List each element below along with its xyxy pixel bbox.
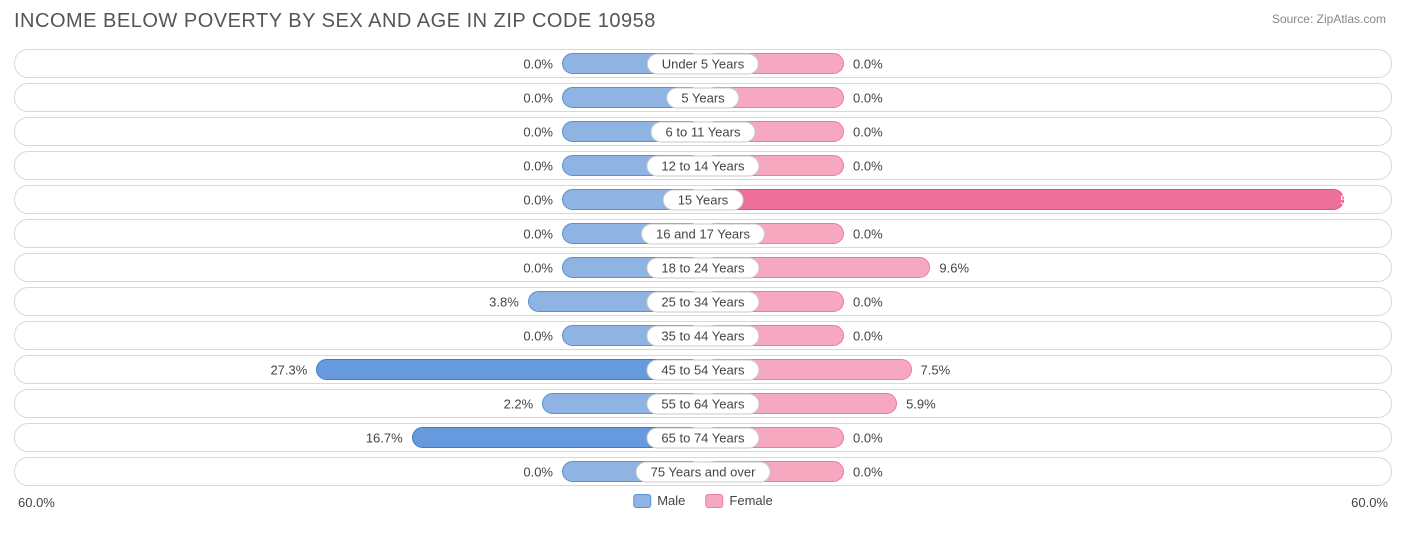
female-bar xyxy=(704,189,1344,210)
axis-max-right: 60.0% xyxy=(1351,495,1388,510)
female-value-label: 0.0% xyxy=(853,430,883,445)
chart-container: INCOME BELOW POVERTY BY SEX AND AGE IN Z… xyxy=(0,0,1406,559)
age-label: 6 to 11 Years xyxy=(651,121,756,142)
chart-row: 12 to 14 Years 0.0% 0.0% xyxy=(14,151,1392,180)
age-label: 55 to 64 Years xyxy=(646,393,759,414)
female-value-label: 0.0% xyxy=(853,294,883,309)
age-label: 25 to 34 Years xyxy=(646,291,759,312)
chart-row: 25 to 34 Years 3.8% 0.0% xyxy=(14,287,1392,316)
chart-title: INCOME BELOW POVERTY BY SEX AND AGE IN Z… xyxy=(14,10,1392,33)
chart-area: Under 5 Years0.0%0.0%5 Years0.0%0.0%6 to… xyxy=(14,49,1392,517)
male-value-label: 0.0% xyxy=(523,90,553,105)
age-label: 75 Years and over xyxy=(636,461,771,482)
age-label: 65 to 74 Years xyxy=(646,427,759,448)
chart-row: 35 to 44 Years 0.0% 0.0% xyxy=(14,321,1392,350)
legend: Male Female xyxy=(633,493,773,508)
age-label: 18 to 24 Years xyxy=(646,257,759,278)
chart-row: 5 Years 0.0% 0.0% xyxy=(14,83,1392,112)
age-label: 45 to 54 Years xyxy=(646,359,759,380)
age-label: Under 5 Years xyxy=(647,53,759,74)
chart-row: 16 and 17 Years 0.0% 0.0% xyxy=(14,219,1392,248)
female-value-label: 0.0% xyxy=(853,124,883,139)
male-value-label: 16.7% xyxy=(366,430,403,445)
female-value-label: 55.6% xyxy=(1340,192,1377,207)
age-label: 16 and 17 Years xyxy=(641,223,765,244)
male-value-label: 0.0% xyxy=(523,328,553,343)
female-value-label: 0.0% xyxy=(853,328,883,343)
chart-row: 65 to 74 Years 16.7% 0.0% xyxy=(14,423,1392,452)
male-value-label: 0.0% xyxy=(523,192,553,207)
chart-row: 15 Years 0.0% 55.6% xyxy=(14,185,1392,214)
axis-max-left: 60.0% xyxy=(18,495,55,510)
female-swatch-icon xyxy=(705,494,723,508)
female-value-label: 9.6% xyxy=(939,260,969,275)
axis-row: 60.0% 60.0% Male Female xyxy=(14,491,1392,517)
source-label: Source: ZipAtlas.com xyxy=(1272,12,1386,26)
male-value-label: 2.2% xyxy=(504,396,534,411)
age-label: 35 to 44 Years xyxy=(646,325,759,346)
age-label: 15 Years xyxy=(663,189,744,210)
legend-item-male: Male xyxy=(633,493,685,508)
male-value-label: 0.0% xyxy=(523,464,553,479)
male-value-label: 3.8% xyxy=(489,294,519,309)
female-value-label: 0.0% xyxy=(853,464,883,479)
male-value-label: 0.0% xyxy=(523,124,553,139)
legend-male-label: Male xyxy=(657,493,685,508)
male-value-label: 0.0% xyxy=(523,56,553,71)
chart-row: 18 to 24 Years 0.0% 9.6% xyxy=(14,253,1392,282)
chart-row: 6 to 11 Years 0.0% 0.0% xyxy=(14,117,1392,146)
female-value-label: 0.0% xyxy=(853,226,883,241)
male-swatch-icon xyxy=(633,494,651,508)
age-label: 12 to 14 Years xyxy=(646,155,759,176)
male-value-label: 0.0% xyxy=(523,260,553,275)
legend-female-label: Female xyxy=(729,493,772,508)
male-value-label: 27.3% xyxy=(270,362,307,377)
chart-row: Under 5 Years 0.0% 0.0% xyxy=(14,49,1392,78)
chart-row: 55 to 64 Years 2.2% 5.9% xyxy=(14,389,1392,418)
chart-row: 75 Years and over 0.0% 0.0% xyxy=(14,457,1392,486)
age-label: 5 Years xyxy=(666,87,739,108)
female-value-label: 0.0% xyxy=(853,90,883,105)
female-value-label: 7.5% xyxy=(921,362,951,377)
female-value-label: 0.0% xyxy=(853,158,883,173)
male-value-label: 0.0% xyxy=(523,226,553,241)
chart-row: 45 to 54 Years 27.3% 7.5% xyxy=(14,355,1392,384)
legend-item-female: Female xyxy=(705,493,772,508)
male-value-label: 0.0% xyxy=(523,158,553,173)
male-bar xyxy=(316,359,702,380)
female-value-label: 5.9% xyxy=(906,396,936,411)
female-value-label: 0.0% xyxy=(853,56,883,71)
